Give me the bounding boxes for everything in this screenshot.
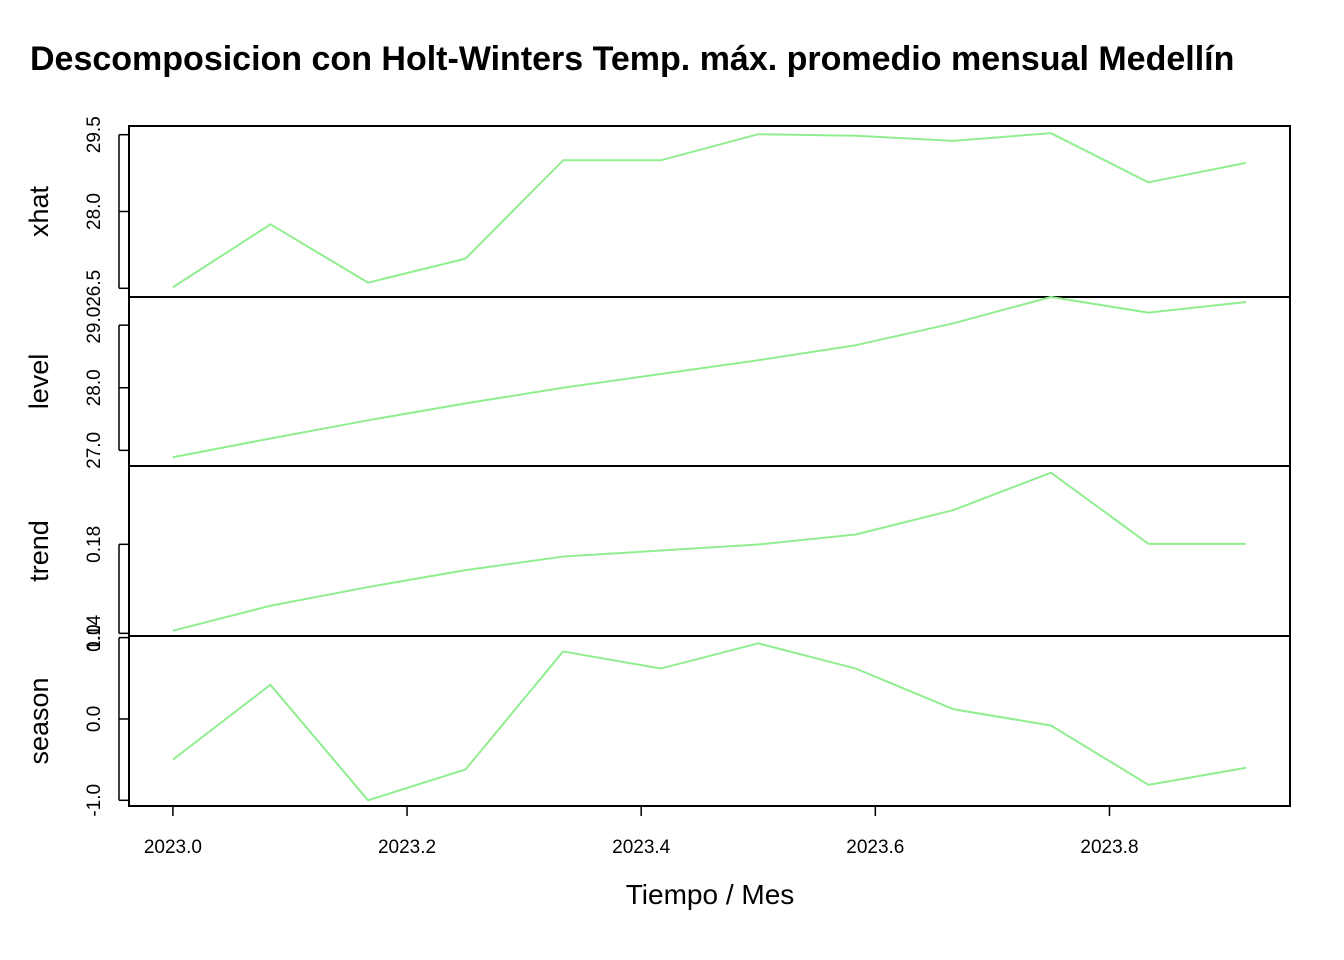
chart-title: Descomposicion con Holt-Winters Temp. má… — [30, 40, 1234, 78]
series-line-season — [172, 642, 1247, 802]
data-point-season — [757, 642, 759, 644]
panel-frame-trend — [128, 465, 1291, 637]
y-tick-label-trend: 0.18 — [84, 526, 105, 563]
y-axis-label-level: level — [24, 354, 54, 410]
panel-trend: 0.14 0.18 trend — [24, 465, 1291, 652]
data-point-season — [367, 799, 369, 801]
data-point-level — [660, 373, 662, 375]
data-point-season — [172, 759, 174, 761]
data-point-trend — [172, 630, 174, 632]
data-point-trend — [269, 605, 271, 607]
y-tick-label-level: 28.0 — [84, 369, 105, 406]
y-tick-label-level: 27.0 — [84, 432, 105, 469]
data-point-xhat — [660, 159, 662, 161]
panels-layer: 26.528.029.5xhat27.028.029.0level0.140.1… — [24, 116, 1291, 817]
panel-level: 27.0 28.0 29.0 level — [24, 296, 1291, 469]
series-line-level — [172, 296, 1247, 459]
x-axis: 2023.0 2023.2 2023.4 2023.6 2023.8 — [144, 805, 1139, 858]
y-tick-label-level: 29.0 — [84, 307, 105, 344]
data-point-trend — [465, 569, 467, 571]
data-point-xhat — [855, 135, 857, 137]
data-point-level — [465, 402, 467, 404]
data-point-season — [562, 650, 564, 652]
data-point-trend — [757, 544, 759, 546]
panel-season: -1.0 0.0 1.0 season — [24, 624, 1291, 817]
data-point-level — [952, 322, 954, 324]
x-tick-label: 2023.6 — [846, 837, 904, 858]
data-point-xhat — [172, 286, 174, 288]
data-point-level — [855, 344, 857, 346]
data-point-level — [562, 387, 564, 389]
data-point-trend — [1245, 543, 1247, 545]
data-point-season — [952, 708, 954, 710]
data-point-trend — [855, 534, 857, 536]
data-point-trend — [1147, 543, 1149, 545]
data-point-trend — [952, 509, 954, 511]
data-point-xhat — [1050, 132, 1052, 134]
panel-frame-season — [128, 635, 1291, 807]
y-tick-label-season: 0.0 — [84, 706, 105, 732]
panel-frame-xhat — [128, 125, 1291, 298]
data-point-level — [1245, 301, 1247, 303]
data-point-season — [660, 668, 662, 670]
data-point-season — [1245, 767, 1247, 769]
x-tick-label: 2023.2 — [378, 837, 436, 858]
series-line-xhat — [172, 132, 1247, 289]
data-point-xhat — [1147, 181, 1149, 183]
y-tick-label-trend: 0.14 — [84, 614, 105, 651]
series-line-trend — [172, 471, 1247, 632]
panel-frame-level — [128, 296, 1291, 467]
x-axis-label: Tiempo / Mes — [626, 879, 795, 910]
data-point-level — [1050, 296, 1052, 298]
data-point-trend — [1050, 472, 1052, 474]
data-point-level — [1147, 312, 1149, 314]
data-point-season — [1147, 784, 1149, 786]
y-tick-label-season: -1.0 — [84, 784, 105, 817]
data-point-xhat — [367, 282, 369, 284]
data-point-level — [269, 437, 271, 439]
y-tick-label-xhat: 26.5 — [84, 270, 105, 307]
data-point-level — [367, 419, 369, 421]
y-tick-label-xhat: 29.5 — [84, 116, 105, 153]
data-point-xhat — [465, 258, 467, 260]
data-point-trend — [367, 586, 369, 588]
data-point-season — [855, 668, 857, 670]
data-point-xhat — [562, 159, 564, 161]
y-tick-label-season: 1.0 — [84, 624, 105, 650]
data-point-season — [1050, 724, 1052, 726]
y-axis-label-xhat: xhat — [24, 185, 54, 237]
data-point-xhat — [1245, 162, 1247, 164]
data-point-level — [757, 359, 759, 361]
x-tick-label: 2023.0 — [144, 837, 202, 858]
data-point-xhat — [952, 140, 954, 142]
data-point-season — [269, 684, 271, 686]
panel-xhat: 26.5 28.0 29.5 xhat — [24, 116, 1291, 307]
data-point-season — [465, 768, 467, 770]
data-point-trend — [660, 550, 662, 552]
x-tick-label: 2023.8 — [1080, 837, 1138, 858]
y-axis-label-trend: trend — [24, 520, 54, 582]
data-point-xhat — [757, 133, 759, 135]
data-point-trend — [562, 556, 564, 558]
data-point-xhat — [269, 223, 271, 225]
x-tick-label: 2023.4 — [612, 837, 671, 858]
y-tick-label-xhat: 28.0 — [84, 193, 105, 230]
y-axis-label-season: season — [24, 677, 54, 764]
data-point-level — [172, 456, 174, 458]
